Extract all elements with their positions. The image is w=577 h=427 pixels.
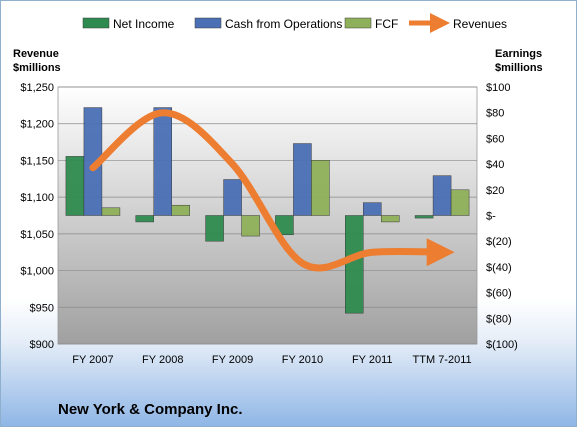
legend-label: Net Income: [113, 17, 175, 31]
bar-fcf: [381, 215, 400, 223]
bar-fcf: [311, 159, 330, 216]
left-axis-title-line1: Revenue: [13, 48, 59, 60]
bar-fcf: [171, 204, 190, 216]
right-tick-label: $20: [486, 185, 504, 197]
right-axis-title-line2: $millions: [495, 62, 543, 74]
right-tick-label: $(100): [486, 339, 518, 351]
right-axis-ticks: $(100) $(80) $(60) $(40) $(20) $- $20 $40 $60 $80…: [486, 82, 518, 351]
right-tick-label: $(80): [486, 313, 512, 325]
bar-cash-from-operations: [293, 143, 312, 216]
left-tick-label: $1,250: [20, 82, 54, 94]
category-label: TTM 7-2011: [413, 354, 472, 366]
bar-cash-from-operations: [363, 202, 382, 216]
left-tick-label: $1,000: [20, 266, 54, 278]
bar-cash-from-operations: [153, 107, 172, 216]
legend: Net Income Cash from Operations FCF Revenue…: [82, 13, 507, 33]
category-label: FY 2007: [72, 354, 113, 366]
right-tick-label: $40: [486, 159, 504, 171]
legend-swatch: [344, 17, 372, 29]
category-label: FY 2008: [142, 354, 183, 366]
bar-cash-from-operations: [223, 179, 242, 216]
company-name: New York & Company Inc.: [58, 401, 243, 418]
legend-label: Cash from Operations: [225, 17, 342, 31]
bar-net-income: [135, 215, 154, 223]
left-tick-label: $1,200: [20, 119, 54, 131]
right-tick-label: $(20): [486, 236, 512, 248]
left-axis-title-line2: $millions: [13, 62, 61, 74]
right-axis-title-line1: Earnings: [495, 48, 542, 60]
left-tick-label: $1,100: [20, 192, 54, 204]
bars: [65, 107, 470, 314]
right-tick-label: $(60): [486, 288, 512, 300]
left-axis-ticks: $900 $950 $1,000 $1,050 $1,100 $1,150 $1,200 $1…: [20, 82, 54, 351]
category-labels: FY 2007 FY 2008 FY 2009 FY 2010 FY 2011 TTM 7…: [72, 354, 471, 366]
left-tick-label: $1,050: [20, 229, 54, 241]
bar-net-income: [65, 156, 85, 216]
legend-swatch: [194, 17, 222, 29]
right-tick-label: $60: [486, 133, 504, 145]
bar-net-income: [414, 215, 434, 219]
right-tick-label: $(40): [486, 262, 512, 274]
bar-net-income: [205, 215, 224, 242]
right-tick-label: $80: [486, 108, 504, 120]
bar-fcf: [241, 215, 260, 237]
category-label: FY 2011: [352, 354, 393, 366]
bar-net-income: [345, 215, 364, 314]
bar-fcf: [101, 207, 121, 216]
right-tick-label: $100: [486, 82, 510, 94]
category-label: FY 2010: [282, 354, 323, 366]
bar-fcf: [450, 189, 470, 216]
right-tick-label: $-: [486, 211, 496, 223]
legend-label: Revenues: [453, 17, 507, 31]
left-tick-label: $950: [30, 302, 54, 314]
revenue-line: [89, 109, 455, 272]
left-tick-label: $1,150: [20, 155, 54, 167]
gridlines: [58, 86, 477, 345]
category-label: FY 2009: [212, 354, 253, 366]
legend-swatch: [82, 17, 110, 29]
left-tick-label: $900: [30, 339, 54, 351]
bar-cash-from-operations: [432, 175, 452, 216]
revenue-curve: [89, 109, 455, 272]
legend-label: FCF: [375, 17, 398, 31]
